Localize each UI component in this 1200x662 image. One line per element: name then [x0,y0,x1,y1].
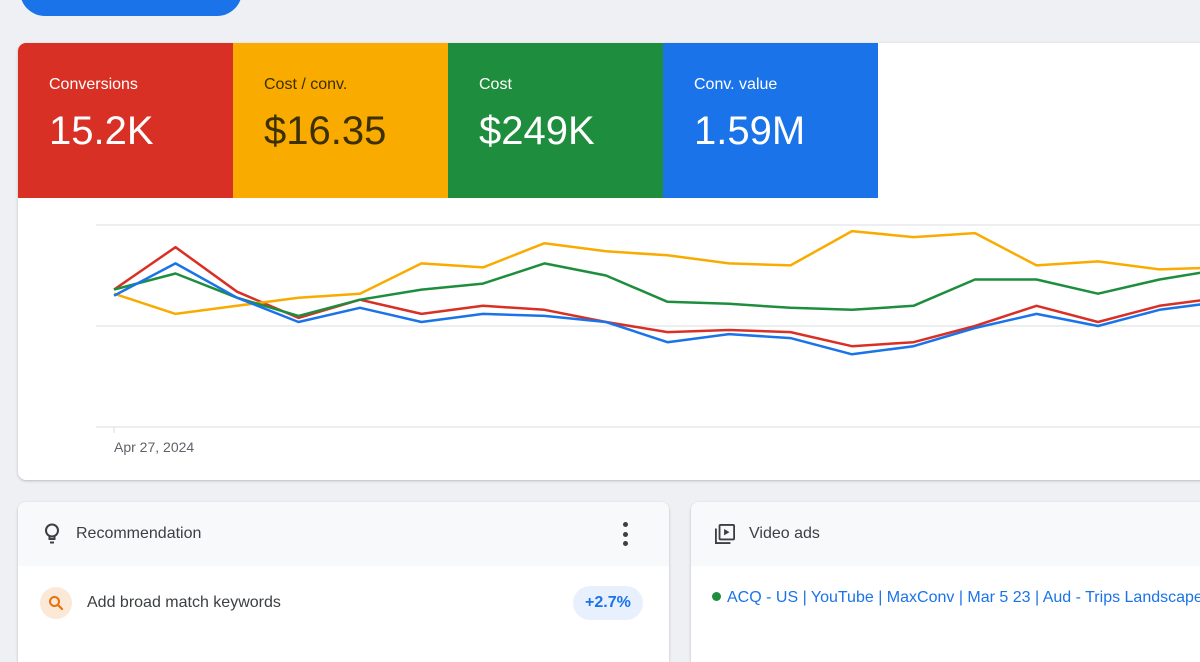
top-action-button[interactable] [20,0,242,16]
metric-value: 1.59M [694,109,806,153]
uplift-badge: +2.7% [573,586,643,620]
campaign-link[interactable]: ACQ - US | YouTube | MaxConv | Mar 5 23 … [727,589,1200,606]
more-options-icon[interactable] [615,522,635,546]
performance-chart: Apr 27, 2024 [18,198,1200,480]
video-library-icon [715,523,735,545]
status-dot-icon [712,591,721,601]
metric-tile-cost[interactable]: Cost $249K [448,43,663,198]
metric-tiles: Conversions 15.2K Cost / conv. $16.35 Co… [18,43,878,198]
metric-value: $249K [479,109,595,153]
video-campaign-row: ACQ - US | YouTube | MaxConv | Mar 5 23 … [712,589,1200,607]
card-header: Video ads [691,502,1200,566]
metric-label: Conversions [49,76,138,93]
metric-value: $16.35 [264,109,387,153]
series-line-0 [113,245,1200,348]
x-axis-tick-label: Apr 27, 2024 [114,439,195,455]
card-title: Video ads [749,525,820,542]
metric-label: Cost / conv. [264,76,348,93]
card-header: Recommendation [18,502,669,566]
series-line-3 [113,262,1200,356]
series-line-1 [113,229,1200,316]
metric-tile-cost-per-conv[interactable]: Cost / conv. $16.35 [233,43,448,198]
series-line-2 [113,262,1200,318]
metric-label: Conv. value [694,76,778,93]
search-icon [40,587,72,619]
recommendation-item[interactable]: Add broad match keywords +2.7% [18,585,669,625]
metric-tile-conversions[interactable]: Conversions 15.2K [18,43,233,198]
lightbulb-icon [42,523,62,545]
card-title: Recommendation [76,525,202,542]
video-ads-card: Video ads ACQ - US | YouTube | MaxConv |… [691,502,1200,662]
metric-tile-conv-value[interactable]: Conv. value 1.59M [663,43,878,198]
metric-label: Cost [479,76,512,93]
line-chart-svg [96,224,1200,433]
metric-value: 15.2K [49,109,154,153]
recommendation-card: Recommendation Add broad match keywords … [18,502,669,662]
recommendation-label: Add broad match keywords [87,594,281,611]
performance-card: Conversions 15.2K Cost / conv. $16.35 Co… [18,43,1200,480]
